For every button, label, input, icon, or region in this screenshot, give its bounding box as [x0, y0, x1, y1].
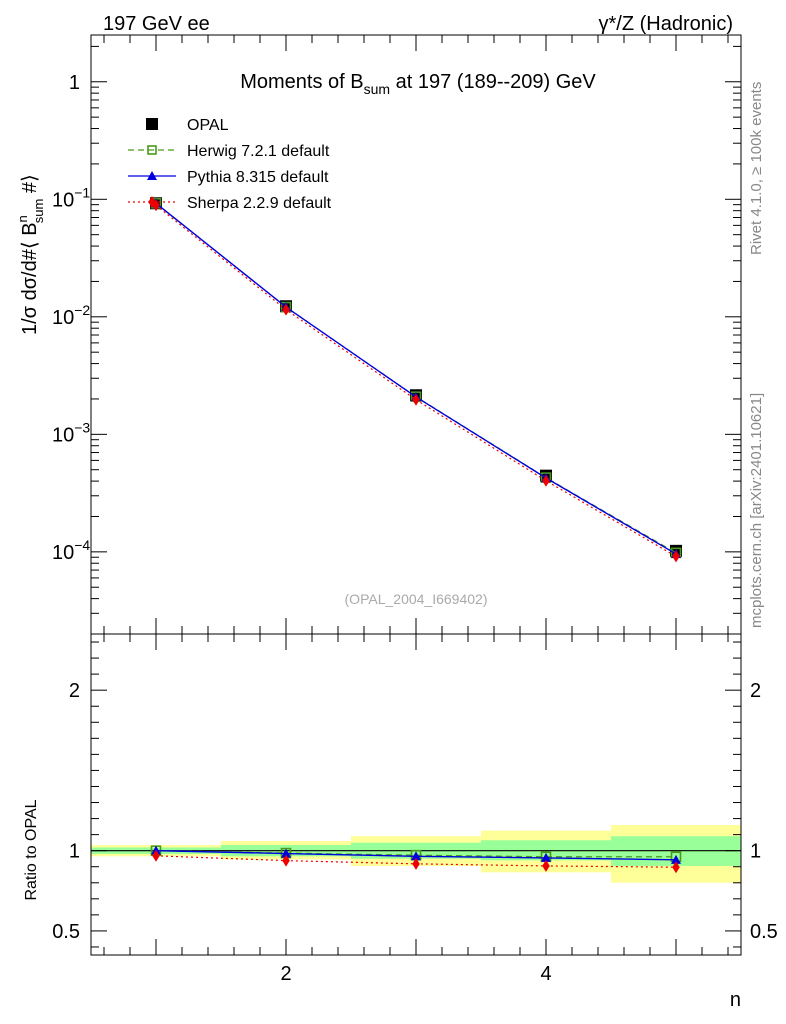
data-point-sherpa — [542, 474, 550, 487]
ratio-ytick-label-right: 0.5 — [750, 921, 778, 943]
legend-marker-opal — [146, 118, 158, 130]
mcplots-label: mcplots.cern.ch [arXiv:2401.10621] — [748, 393, 765, 628]
series-opal — [150, 197, 682, 557]
ratio-ytick-label: 2 — [69, 680, 80, 702]
chart-title: Moments of Bsum at 197 (189--209) GeV — [240, 71, 596, 97]
ratio-xtick-label: 4 — [540, 963, 551, 985]
ratio-panel: 0.5 0.5 1 1 2 2 2 4 — [52, 633, 778, 985]
main-ytick-label: 10−3 — [52, 419, 90, 446]
legend-marker-pythia — [147, 171, 157, 180]
legend: OPAL Herwig 7.2.1 default Pythia 8.315 def… — [128, 117, 332, 212]
data-point-sherpa — [672, 550, 680, 563]
legend-label-opal: OPAL — [187, 117, 229, 134]
ratio-series-sherpa — [152, 849, 680, 874]
main-ytick-label: 10−4 — [52, 537, 90, 564]
ratio-point-pythia — [281, 848, 291, 858]
series-line-pythia — [155, 202, 677, 555]
ratio-ytick-label: 1 — [69, 841, 80, 863]
ratio-ylabel: Ratio to OPAL — [23, 799, 40, 900]
ratio-point-sherpa — [282, 854, 290, 867]
series-herwig — [150, 197, 682, 559]
legend-label-pythia: Pythia 8.315 default — [187, 169, 329, 186]
legend-marker-herwig — [147, 145, 157, 155]
header-right: γ*/Z (Hadronic) — [599, 13, 733, 35]
series-pythia — [151, 198, 681, 558]
data-point-sherpa — [282, 303, 290, 316]
ratio-ytick-label-right: 2 — [750, 680, 761, 702]
data-point-sherpa — [412, 393, 420, 406]
series-line-sherpa — [155, 204, 677, 557]
rivet-label: Rivet 4.1.0, ≥ 100k events — [748, 82, 765, 255]
ratio-point-sherpa — [672, 861, 680, 874]
header-left: 197 GeV ee — [103, 13, 210, 35]
ratio-point-pythia — [411, 851, 421, 861]
ratio-point-sherpa — [152, 849, 160, 862]
ratio-point-sherpa — [542, 859, 550, 872]
analysis-id: (OPAL_2004_I669402) — [345, 591, 488, 607]
main-ytick-label: 10−2 — [52, 302, 90, 329]
legend-marker-sherpa — [148, 196, 156, 208]
main-ytick-label: 1 — [69, 72, 80, 94]
series-sherpa — [152, 199, 680, 563]
legend-label-herwig: Herwig 7.2.1 default — [187, 143, 330, 160]
ratio-xtick-label: 2 — [280, 963, 291, 985]
main-panel: 1 10−1 10−2 10−3 10−4 — [52, 34, 742, 635]
ratio-frame — [90, 633, 742, 956]
main-ytick-label: 10−1 — [52, 184, 90, 211]
ratio-ytick-label: 0.5 — [52, 921, 80, 943]
ratio-point-pythia — [671, 854, 681, 864]
ratio-point-pythia — [541, 852, 551, 862]
ratio-xlabel: n — [730, 989, 741, 1011]
ratio-point-sherpa — [412, 857, 420, 870]
series-line-herwig — [155, 202, 677, 554]
legend-label-sherpa: Sherpa 2.2.9 default — [187, 195, 332, 212]
main-ylabel: 1/σ dσ/d#⟨ Bnsum #⟩ — [15, 174, 46, 335]
ratio-ytick-label-right: 1 — [750, 841, 761, 863]
